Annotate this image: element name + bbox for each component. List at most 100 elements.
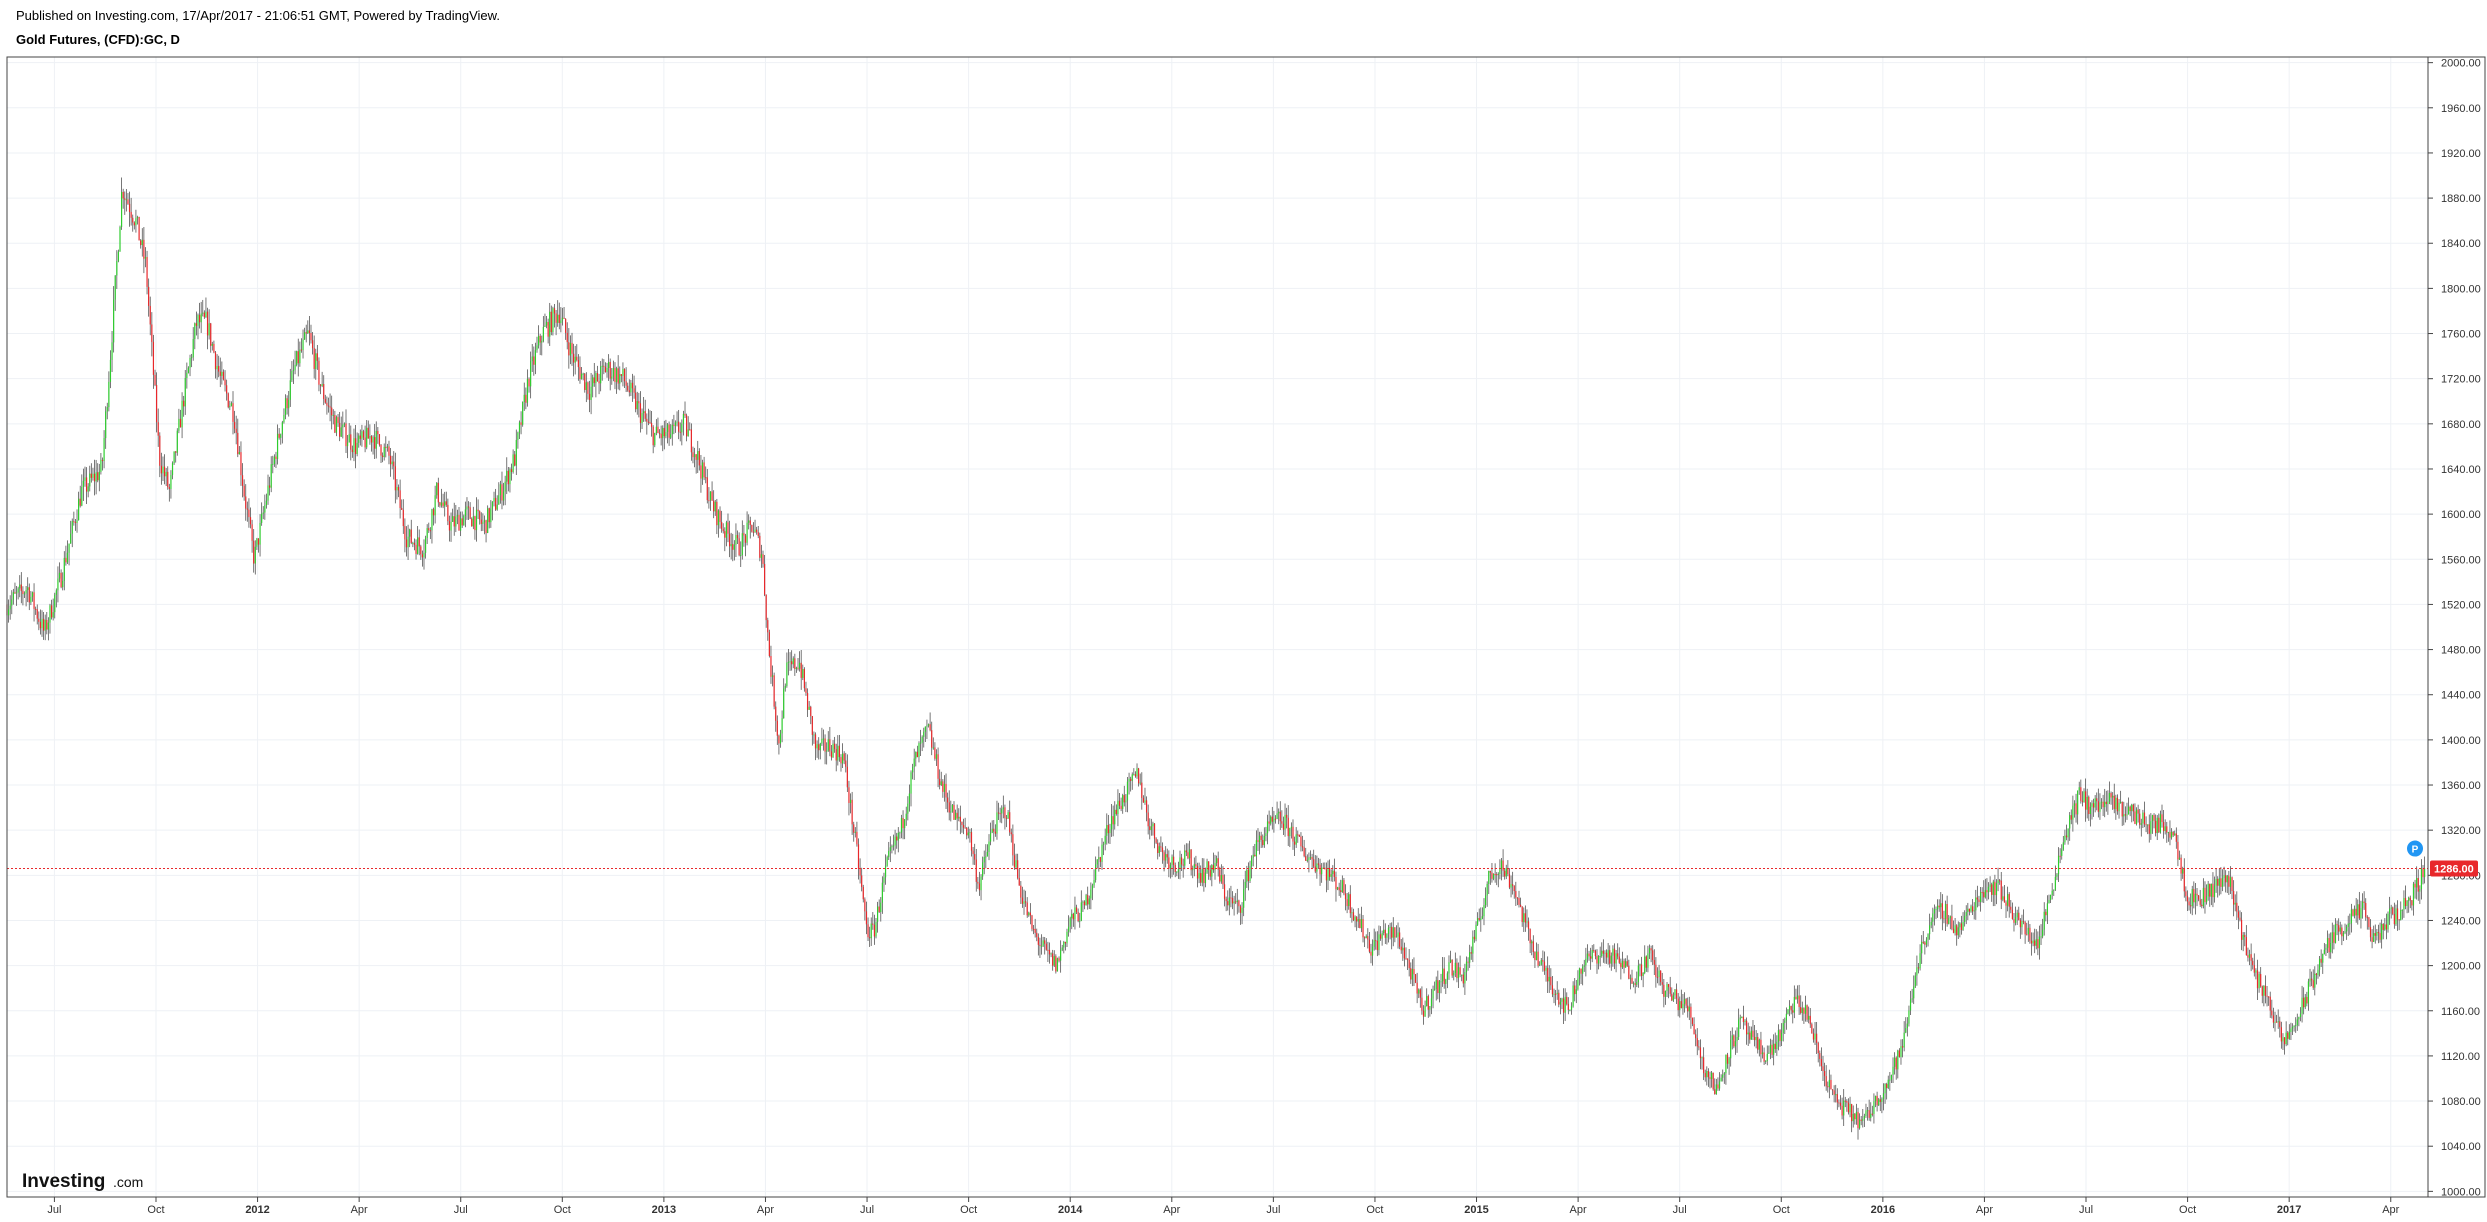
candle-body	[1375, 940, 1377, 942]
candle	[1755, 1030, 1757, 1049]
candle-body	[695, 454, 697, 460]
candle	[335, 415, 338, 437]
candle	[171, 461, 174, 480]
candle-body	[905, 813, 907, 820]
candle-body	[557, 314, 559, 323]
candle-body	[1449, 959, 1452, 963]
candle-body	[1774, 1043, 1776, 1050]
candle	[600, 361, 602, 392]
candle-body	[135, 218, 137, 226]
candle-body	[2140, 823, 2142, 825]
candle	[1618, 947, 1620, 965]
candle-body	[1790, 1005, 1792, 1011]
candle	[2018, 906, 2020, 921]
candle-body	[340, 427, 342, 437]
candle-body	[1787, 1009, 1789, 1014]
candle-body	[2296, 1019, 2298, 1026]
candle-body	[2186, 896, 2189, 902]
candle	[2166, 821, 2168, 843]
candle	[2024, 920, 2026, 944]
candle-body	[657, 426, 659, 433]
candle	[1695, 1029, 1697, 1047]
candle-body	[1354, 916, 1356, 921]
candle	[249, 507, 252, 529]
candle	[1044, 937, 1046, 955]
candle-body	[297, 351, 299, 364]
candle-body	[125, 199, 127, 201]
candle-body	[1077, 912, 1079, 922]
candle-body	[670, 434, 672, 438]
candle-body	[1656, 976, 1659, 978]
candle	[2225, 870, 2227, 893]
candle-body	[1558, 992, 1560, 1005]
candle-body	[1796, 995, 1799, 1000]
candle-body	[1391, 926, 1393, 938]
candle-body	[1486, 883, 1488, 896]
candle-body	[1970, 906, 1972, 912]
candle-body	[1384, 929, 1386, 938]
candle-body	[1060, 950, 1062, 961]
price-marker-badge[interactable]: P	[2407, 840, 2423, 857]
candle	[1203, 858, 1205, 892]
candle-body	[463, 515, 465, 526]
candle	[701, 459, 704, 485]
candle-body	[1271, 816, 1273, 822]
candle-body	[646, 418, 648, 422]
candle-body	[577, 360, 579, 368]
candle-body	[1865, 1110, 1867, 1117]
candle	[1406, 958, 1409, 971]
candle-body	[596, 373, 599, 382]
candle-body	[650, 423, 653, 428]
candle-body	[2275, 1021, 2278, 1023]
candle	[786, 652, 788, 688]
candle	[17, 586, 19, 600]
candle-body	[1099, 857, 1102, 862]
candle	[2366, 915, 2368, 930]
candle	[1346, 892, 1348, 914]
candle-body	[1270, 816, 1272, 824]
candle	[517, 431, 519, 449]
candle-body	[2366, 917, 2368, 919]
candle-body	[668, 424, 670, 438]
candle-body	[315, 353, 317, 369]
candle	[58, 562, 61, 583]
candle	[1661, 972, 1663, 995]
candle	[2155, 814, 2157, 837]
candle-body	[2226, 875, 2228, 883]
candle-body	[116, 261, 118, 276]
candle	[2314, 966, 2316, 996]
candle-body	[2379, 933, 2381, 940]
candle	[2215, 868, 2217, 893]
grid-lines	[7, 57, 2428, 1197]
candle	[184, 370, 186, 415]
candle-body	[663, 427, 665, 437]
candle	[1469, 944, 1471, 968]
candle	[358, 433, 360, 448]
candle-body	[2202, 887, 2204, 907]
candle	[1733, 1034, 1735, 1049]
candle	[1477, 912, 1479, 926]
candle-body	[2318, 958, 2321, 970]
candle-body	[631, 382, 634, 389]
candle-body	[2126, 814, 2128, 816]
candle	[1034, 918, 1036, 938]
candle-body	[1661, 982, 1663, 985]
candle-body	[1435, 980, 1437, 989]
candle-body	[191, 357, 193, 359]
candle	[324, 394, 326, 404]
candle-body	[1553, 993, 1555, 995]
candle	[1190, 849, 1192, 876]
candle-body	[1112, 816, 1114, 825]
candle-body	[1379, 934, 1382, 939]
candle-body	[2357, 904, 2359, 916]
candle-body	[1196, 866, 1199, 879]
candle-body	[386, 446, 388, 448]
candle-body	[1392, 927, 1394, 938]
candle-body	[2263, 985, 2265, 996]
candle	[876, 901, 879, 933]
candle	[1863, 1113, 1865, 1127]
badge-circle[interactable]	[2407, 840, 2423, 857]
candle-body	[1044, 940, 1046, 944]
candle-body	[1206, 861, 1208, 873]
